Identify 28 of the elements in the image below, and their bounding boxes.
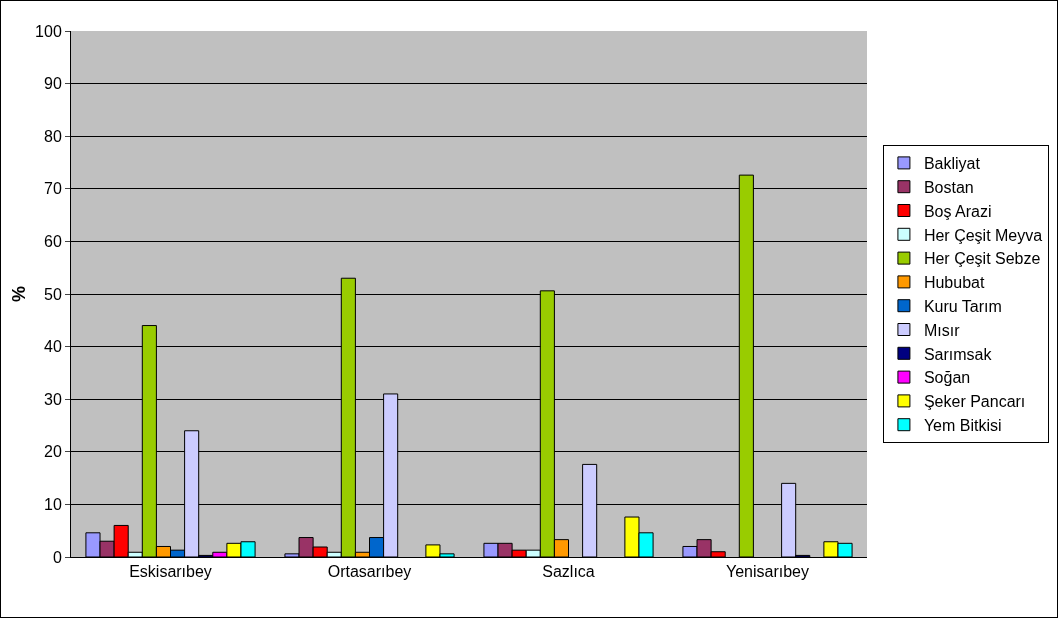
x-tick-label: Eskisarıbey <box>129 563 212 581</box>
legend-label: Soğan <box>923 369 971 387</box>
legend-label: Boş Arazi <box>923 202 992 220</box>
y-tick-label: 90 <box>44 75 62 93</box>
y-tick-label: 30 <box>44 390 62 408</box>
y-tick-label: 10 <box>44 496 62 513</box>
legend-label: Her Çeşit Meyva <box>923 226 1043 244</box>
y-tick-label: 60 <box>44 233 62 250</box>
y-tick-label: 70 <box>44 180 62 198</box>
x-tick-label: Yenisarıbey <box>725 563 810 581</box>
x-tick-label: Sazlıca <box>542 563 595 581</box>
legend-label: Bakliyat <box>923 155 981 173</box>
legend-label: Kuru Tarım <box>923 297 1002 315</box>
legend-label: Hububat <box>923 274 985 292</box>
y-tick-label: 0 <box>52 548 62 566</box>
x-tick-label: Ortasarıbey <box>327 563 412 581</box>
legend-label: Bostan <box>923 178 974 196</box>
legend-label: Şeker Pancarı <box>923 393 1026 411</box>
legend-label: Her Çeşit Sebze <box>923 250 1041 268</box>
legend-label: Sarımsak <box>923 345 993 363</box>
y-tick-label: 80 <box>44 127 62 145</box>
y-tick-label: 100 <box>35 22 62 40</box>
y-tick-label: 20 <box>44 443 62 461</box>
y-tick-label: 40 <box>44 338 62 356</box>
legend-label: Mısır <box>923 321 961 339</box>
y-axis-title: % <box>9 285 29 303</box>
y-tick-label: 50 <box>44 285 62 303</box>
legend-label: Yem Bitkisi <box>923 416 1002 434</box>
